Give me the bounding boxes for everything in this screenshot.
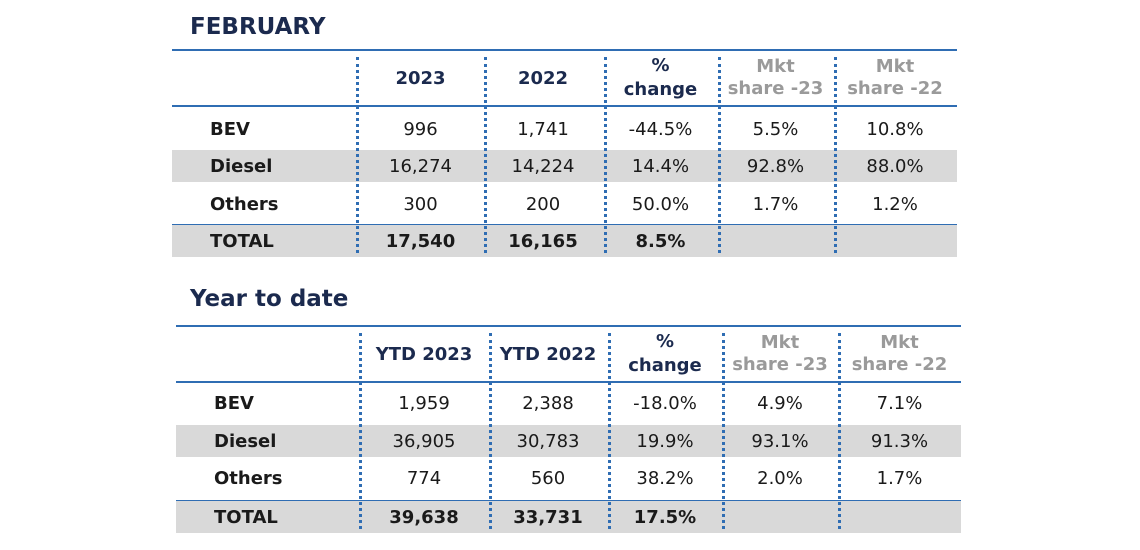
cell-diesel-share-22: 88.0% bbox=[866, 155, 924, 177]
header-rule bbox=[176, 381, 961, 383]
cell-diesel-ytd-2022: 30,783 bbox=[516, 430, 580, 452]
total-rule bbox=[176, 500, 961, 501]
header-change-line2: change bbox=[623, 79, 698, 100]
cell-diesel-2022: 14,224 bbox=[511, 155, 575, 177]
cell-diesel-change: 14.4% bbox=[631, 155, 690, 177]
february-title: FEBRUARY bbox=[190, 14, 326, 40]
cell-others-ytd-2023: 774 bbox=[406, 467, 442, 489]
cell-total-ytd-2023: 39,638 bbox=[389, 506, 459, 528]
cell-others-2023: 300 bbox=[403, 193, 438, 215]
row-label-diesel: Diesel bbox=[214, 430, 277, 452]
row-label-bev: BEV bbox=[214, 392, 254, 414]
cell-diesel-ytd-2023: 36,905 bbox=[392, 430, 456, 452]
cell-bev-2022: 1,741 bbox=[517, 118, 569, 140]
header-change-line1: % bbox=[655, 331, 675, 352]
table-top-rule bbox=[176, 325, 961, 327]
ytd-table: YTD 2023 YTD 2022 % change Mkt share -23… bbox=[176, 325, 961, 533]
column-divider bbox=[718, 57, 721, 253]
header-share-23-line2: share -23 bbox=[727, 78, 824, 99]
header-share-22: Mkt share -22 bbox=[838, 327, 961, 381]
table-top-rule bbox=[172, 49, 957, 51]
cell-total-change: 8.5% bbox=[635, 230, 686, 252]
header-share-23-line1: Mkt bbox=[756, 56, 795, 77]
row-shade-total bbox=[176, 501, 961, 533]
row-label-total: TOTAL bbox=[214, 506, 278, 528]
cell-total-change: 17.5% bbox=[633, 506, 697, 528]
header-share-22-line2: share -22 bbox=[851, 354, 948, 375]
row-label-total: TOTAL bbox=[210, 230, 274, 252]
row-label-diesel: Diesel bbox=[210, 155, 273, 177]
row-shade-diesel bbox=[172, 150, 957, 182]
cell-diesel-share-22: 91.3% bbox=[870, 430, 929, 452]
cell-bev-share-22: 10.8% bbox=[866, 118, 924, 140]
cell-others-share-23: 1.7% bbox=[752, 193, 799, 215]
february-table: 2023 2022 % change Mkt share -23 Mkt sha… bbox=[172, 49, 957, 257]
cell-total-2022: 16,165 bbox=[508, 230, 578, 252]
cell-diesel-change: 19.9% bbox=[636, 430, 694, 452]
cell-diesel-2023: 16,274 bbox=[389, 155, 452, 177]
header-rule bbox=[172, 105, 957, 107]
header-change-line1: % bbox=[651, 55, 670, 76]
header-share-22-line1: Mkt bbox=[880, 332, 919, 353]
header-share-22: Mkt share -22 bbox=[833, 51, 957, 105]
header-change: % change bbox=[608, 327, 722, 381]
cell-bev-ytd-2023: 1,959 bbox=[398, 392, 450, 414]
row-label-others: Others bbox=[210, 193, 279, 215]
header-share-23: Mkt share -23 bbox=[718, 51, 833, 105]
cell-others-change: 50.0% bbox=[631, 193, 690, 215]
column-divider bbox=[489, 333, 492, 529]
cell-bev-share-23: 4.9% bbox=[757, 392, 803, 414]
cell-others-change: 38.2% bbox=[636, 467, 694, 489]
header-ytd-2023: YTD 2023 bbox=[375, 343, 473, 365]
cell-bev-change: -18.0% bbox=[633, 392, 697, 414]
cell-diesel-share-23: 93.1% bbox=[751, 430, 809, 452]
header-share-22-line2: share -22 bbox=[847, 78, 943, 99]
column-divider bbox=[604, 57, 607, 253]
cell-diesel-share-23: 92.8% bbox=[746, 155, 805, 177]
cell-others-ytd-2022: 560 bbox=[530, 467, 566, 489]
cell-others-share-23: 2.0% bbox=[757, 467, 803, 489]
header-change-line2: change bbox=[628, 355, 702, 376]
header-share-23-line2: share -23 bbox=[732, 354, 828, 375]
cell-total-ytd-2022: 33,731 bbox=[513, 506, 583, 528]
ytd-title: Year to date bbox=[190, 286, 349, 312]
header-share-23-line1: Mkt bbox=[760, 332, 800, 353]
cell-others-share-22: 1.7% bbox=[876, 467, 923, 489]
header-2022: 2022 bbox=[517, 67, 569, 89]
cell-bev-2023: 996 bbox=[403, 118, 438, 140]
cell-bev-share-23: 5.5% bbox=[752, 118, 799, 140]
column-divider bbox=[356, 57, 359, 253]
row-shade-total bbox=[172, 225, 957, 257]
cell-others-share-22: 1.2% bbox=[872, 193, 918, 215]
header-share-23: Mkt share -23 bbox=[722, 327, 838, 381]
cell-total-2023: 17,540 bbox=[385, 230, 456, 252]
column-divider bbox=[722, 333, 725, 529]
cell-bev-share-22: 7.1% bbox=[876, 392, 923, 414]
cell-others-2022: 200 bbox=[525, 193, 561, 215]
column-divider bbox=[838, 333, 841, 529]
cell-bev-ytd-2022: 2,388 bbox=[522, 392, 574, 414]
header-ytd-2022: YTD 2022 bbox=[499, 343, 597, 365]
header-2023: 2023 bbox=[395, 67, 446, 89]
total-rule bbox=[172, 224, 957, 225]
column-divider bbox=[359, 333, 362, 529]
row-label-others: Others bbox=[214, 467, 283, 489]
header-change: % change bbox=[603, 51, 718, 105]
row-shade-diesel bbox=[176, 425, 961, 457]
row-label-bev: BEV bbox=[210, 118, 250, 140]
column-divider bbox=[834, 57, 837, 253]
header-share-22-line1: Mkt bbox=[875, 56, 915, 77]
column-divider bbox=[608, 333, 611, 529]
column-divider bbox=[484, 57, 487, 253]
cell-bev-change: -44.5% bbox=[628, 118, 693, 140]
